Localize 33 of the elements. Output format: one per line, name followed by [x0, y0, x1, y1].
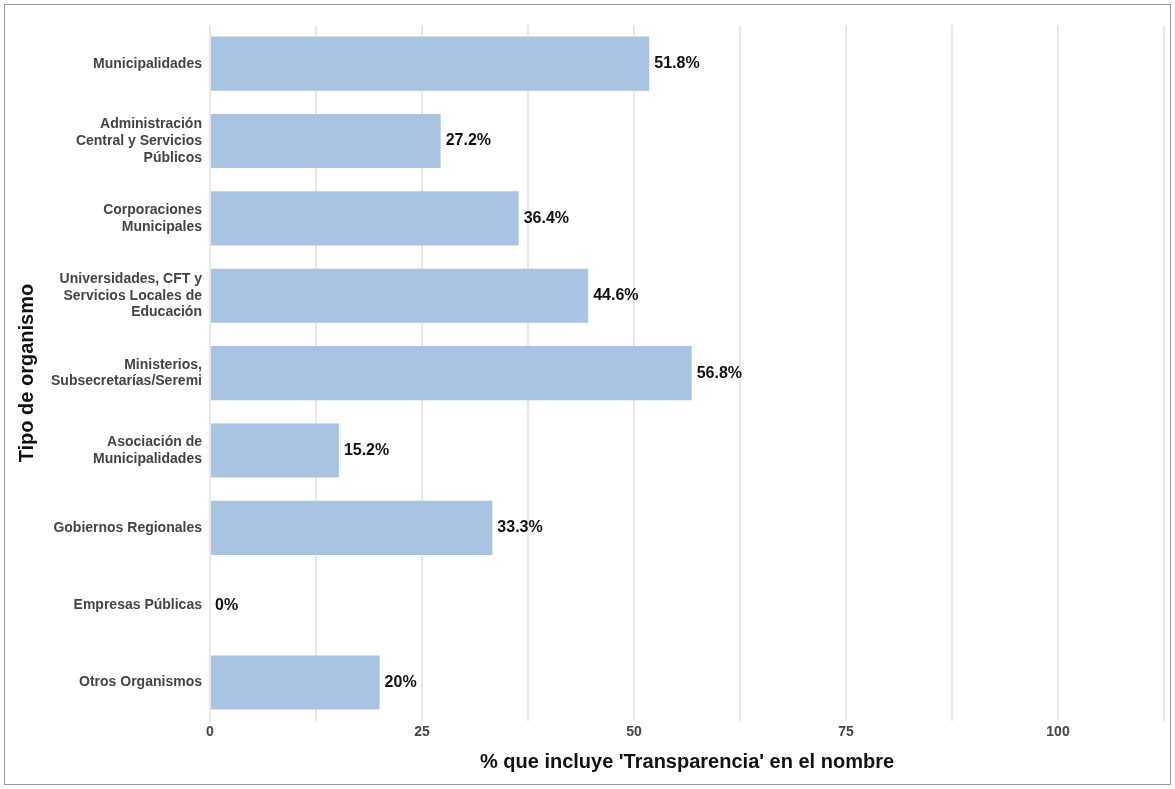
bar [210, 655, 380, 710]
y-axis-title: Tipo de organismo [14, 283, 37, 463]
bar [210, 346, 692, 401]
x-tick-label: 0 [206, 723, 215, 740]
data-label: 36.4% [523, 208, 570, 226]
bar [210, 113, 441, 169]
x-tick-label: 50 [626, 723, 642, 740]
x-axis-title: % que incluye 'Transparencia' en el nombre [479, 749, 895, 772]
bar [210, 500, 493, 555]
y-tick-label: Asociación de Municipalidades [93, 432, 203, 466]
data-label: 0% [214, 595, 239, 613]
y-tick-label: Universidades, CFT y Servicios Locales de Educación [59, 269, 203, 320]
y-tick-label: Gobiernos Regionales [53, 518, 203, 535]
data-label: 44.6% [593, 286, 639, 304]
data-label: 51.8% [654, 54, 700, 72]
bar [210, 423, 339, 478]
x-tick-label: 75 [838, 723, 854, 740]
y-tick-label: Ministerios, Subsecretarías/Seremi [50, 355, 202, 389]
bar [210, 268, 589, 323]
x-tick-label: 100 [1046, 723, 1070, 740]
y-tick-label: Municipalidades [93, 54, 203, 71]
data-label: 20% [384, 672, 417, 690]
x-tick-label: 25 [414, 723, 430, 740]
data-label: 33.3% [497, 518, 543, 536]
data-label: 15.2% [343, 440, 390, 458]
y-tick-label: Administración Central y Servicios Públicos [75, 115, 203, 165]
bar [210, 36, 650, 91]
y-tick-label: Corporaciones Municipales [103, 200, 203, 234]
bar [210, 191, 519, 246]
y-tick-label: Empresas Públicas [73, 596, 203, 613]
data-label: 27.2% [445, 131, 492, 149]
data-label: 56.8% [696, 363, 743, 381]
y-tick-label: Otros Organismos [79, 673, 203, 690]
